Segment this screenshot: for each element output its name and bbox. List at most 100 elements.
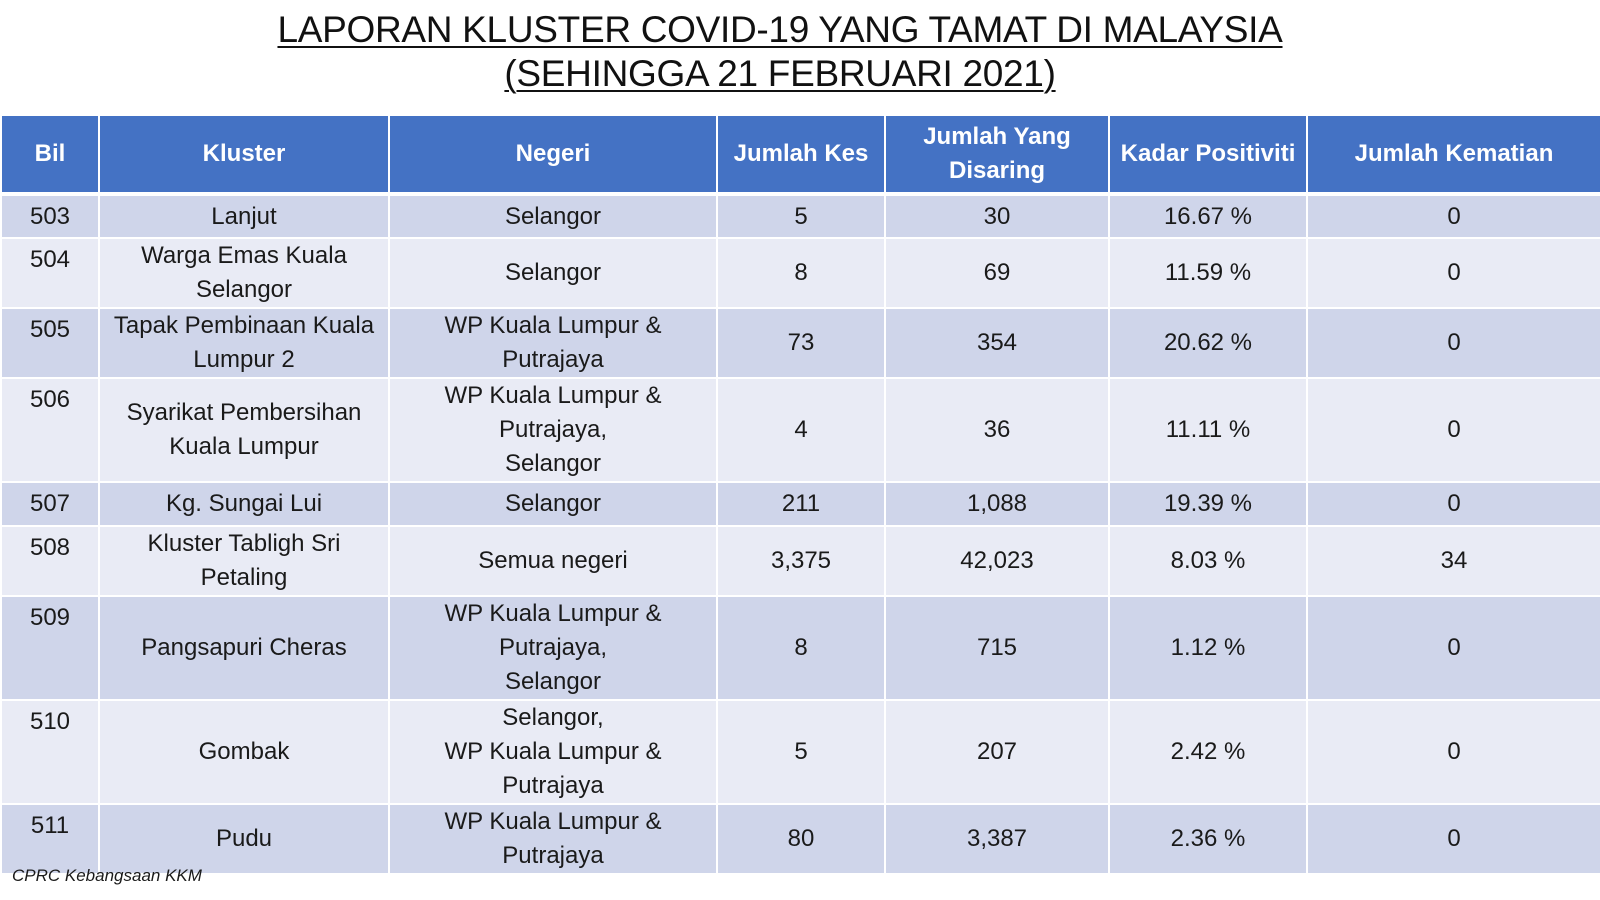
cell-negeri: WP Kuala Lumpur & Putrajaya	[388, 803, 718, 875]
cell-negeri-line: WP Kuala Lumpur &	[444, 738, 662, 765]
header-jumlah-disaring-line-1: Jumlah Yang	[923, 123, 1071, 150]
table-header: Bil Kluster Negeri Jumlah Kes Jumlah Yan…	[0, 114, 1600, 196]
cell-jumlah-disaring: 69	[884, 237, 1110, 309]
cell-negeri-line: WP Kuala Lumpur &	[444, 600, 662, 627]
cell-jumlah-kes: 4	[716, 377, 886, 483]
cell-kadar-positiviti: 20.62 %	[1108, 307, 1308, 379]
table-row: 503 Lanjut Selangor 5 30 16.67 % 0	[0, 193, 1600, 239]
cell-jumlah-disaring: 1,088	[884, 481, 1110, 527]
header-jumlah-disaring-line-2: Disaring	[948, 157, 1046, 184]
cell-negeri-line: Selangor	[504, 490, 602, 517]
cell-kluster-line: Kuala Lumpur	[169, 433, 319, 460]
cell-kadar-positiviti: 2.36 %	[1108, 803, 1308, 875]
cell-negeri-line: Selangor	[504, 450, 602, 477]
cell-kluster-line: Warga Emas Kuala	[141, 242, 347, 269]
cell-jumlah-kes: 5	[716, 699, 886, 805]
cell-kluster-line: Pudu	[215, 825, 273, 852]
header-bil: Bil	[0, 114, 100, 196]
cell-bil: 510	[0, 699, 100, 805]
cell-jumlah-kes: 3,375	[716, 525, 886, 597]
cell-jumlah-kematian: 34	[1306, 525, 1600, 597]
title-line-2: (SEHINGGA 21 FEBRUARI 2021)	[504, 53, 1056, 94]
cell-kluster: Pangsapuri Cheras	[98, 595, 390, 701]
header-jumlah-kes: Jumlah Kes	[716, 114, 886, 196]
header-row: Bil Kluster Negeri Jumlah Kes Jumlah Yan…	[0, 114, 1600, 196]
cell-negeri: WP Kuala Lumpur & Putrajaya, Selangor	[388, 377, 718, 483]
cell-kluster-line: Gombak	[198, 738, 290, 765]
cell-jumlah-kes: 211	[716, 481, 886, 527]
cell-negeri-line: WP Kuala Lumpur &	[444, 382, 662, 409]
cell-negeri-line: Putrajaya	[502, 346, 604, 373]
cell-jumlah-disaring: 3,387	[884, 803, 1110, 875]
cell-kluster: Pudu	[98, 803, 390, 875]
cell-bil: 505	[0, 307, 100, 379]
cell-jumlah-kes: 8	[716, 237, 886, 309]
cell-bil: 509	[0, 595, 100, 701]
header-jumlah-kematian: Jumlah Kematian	[1306, 114, 1600, 196]
cell-jumlah-disaring: 36	[884, 377, 1110, 483]
cell-jumlah-kematian: 0	[1306, 803, 1600, 875]
cell-jumlah-disaring: 354	[884, 307, 1110, 379]
cell-negeri: Selangor	[388, 481, 718, 527]
cell-bil: 506	[0, 377, 100, 483]
cell-kluster-line: Pangsapuri Cheras	[141, 634, 347, 661]
table-row: 510 Gombak Selangor, WP Kuala Lumpur & Putra…	[0, 699, 1600, 805]
table-row: 505 Tapak Pembinaan Kuala Lumpur 2 WP Kuala…	[0, 307, 1600, 379]
header-jumlah-disaring: Jumlah Yang Disaring	[884, 114, 1110, 196]
cell-kluster: Kg. Sungai Lui	[98, 481, 390, 527]
cell-jumlah-kematian: 0	[1306, 481, 1600, 527]
cell-jumlah-kematian: 0	[1306, 193, 1600, 239]
cell-kluster: Tapak Pembinaan Kuala Lumpur 2	[98, 307, 390, 379]
cell-negeri: WP Kuala Lumpur & Putrajaya, Selangor	[388, 595, 718, 701]
page-title: LAPORAN KLUSTER COVID-19 YANG TAMAT DI M…	[0, 8, 1560, 96]
cell-kluster-line: Petaling	[200, 564, 288, 591]
cell-negeri-line: WP Kuala Lumpur &	[444, 312, 662, 339]
cell-negeri-line: Selangor	[504, 668, 602, 695]
cell-negeri: Selangor, WP Kuala Lumpur & Putrajaya	[388, 699, 718, 805]
header-negeri: Negeri	[388, 114, 718, 196]
cell-jumlah-disaring: 715	[884, 595, 1110, 701]
cell-bil: 508	[0, 525, 100, 597]
cell-kadar-positiviti: 2.42 %	[1108, 699, 1308, 805]
source-footnote: CPRC Kebangsaan KKM	[12, 866, 202, 885]
header-kluster: Kluster	[98, 114, 390, 196]
cell-kadar-positiviti: 19.39 %	[1108, 481, 1308, 527]
cell-bil: 503	[0, 193, 100, 239]
cell-kluster-line: Kluster Tabligh Sri	[147, 530, 341, 557]
cell-jumlah-kes: 8	[716, 595, 886, 701]
cell-kadar-positiviti: 11.11 %	[1108, 377, 1308, 483]
cell-kadar-positiviti: 11.59 %	[1108, 237, 1308, 309]
cell-jumlah-disaring: 30	[884, 193, 1110, 239]
cell-negeri-line: Putrajaya	[502, 842, 604, 869]
cell-negeri: Selangor	[388, 193, 718, 239]
cell-negeri-line: Putrajaya,	[498, 634, 608, 661]
cell-jumlah-kematian: 0	[1306, 377, 1600, 483]
cell-bil: 511	[0, 803, 100, 875]
cell-jumlah-kematian: 0	[1306, 595, 1600, 701]
table-row: 506 Syarikat Pembersihan Kuala Lumpur WP Ku…	[0, 377, 1600, 483]
cell-kluster-line: Lanjut	[211, 202, 277, 230]
cell-jumlah-kes: 73	[716, 307, 886, 379]
cell-kluster: Warga Emas Kuala Selangor	[98, 237, 390, 309]
cluster-table: Bil Kluster Negeri Jumlah Kes Jumlah Yan…	[0, 114, 1600, 875]
cell-kluster-line: Selangor	[195, 276, 293, 303]
cell-kluster-line: Syarikat Pembersihan	[126, 399, 362, 426]
cell-jumlah-kematian: 0	[1306, 699, 1600, 805]
table-row: 508 Kluster Tabligh Sri Petaling Semua nege…	[0, 525, 1600, 597]
header-kadar-positiviti: Kadar Positiviti	[1108, 114, 1308, 196]
table-row: 511 Pudu WP Kuala Lumpur & Putrajaya 80 3,387…	[0, 803, 1600, 875]
table-row: 507 Kg. Sungai Lui Selangor 211 1,088 19.39 %…	[0, 481, 1600, 527]
cell-kadar-positiviti: 1.12 %	[1108, 595, 1308, 701]
cell-kluster: Lanjut	[98, 193, 390, 239]
cell-negeri-line: Semua negeri	[478, 547, 628, 574]
cell-kluster-line: Tapak Pembinaan Kuala	[113, 312, 375, 339]
cell-kadar-positiviti: 16.67 %	[1108, 193, 1308, 239]
cell-negeri-line: Selangor	[504, 202, 602, 230]
cell-jumlah-kematian: 0	[1306, 307, 1600, 379]
cell-kluster-line: Lumpur 2	[193, 346, 295, 373]
cell-jumlah-kes: 80	[716, 803, 886, 875]
cell-negeri: WP Kuala Lumpur & Putrajaya	[388, 307, 718, 379]
title-line-1: LAPORAN KLUSTER COVID-19 YANG TAMAT DI M…	[277, 9, 1283, 50]
cell-negeri-line: Putrajaya	[502, 772, 604, 799]
cell-kluster: Syarikat Pembersihan Kuala Lumpur	[98, 377, 390, 483]
